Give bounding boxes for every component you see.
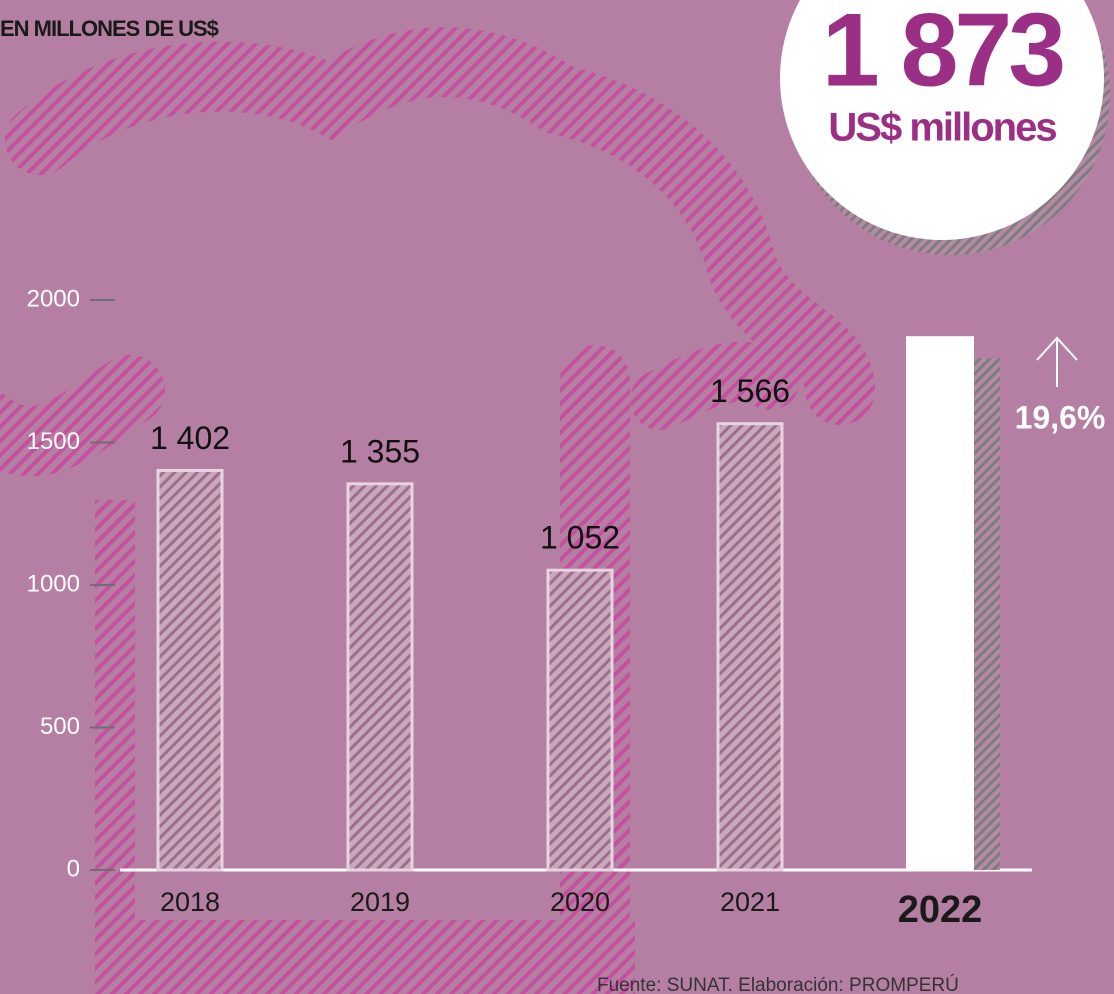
value-label: 1 052 <box>540 520 620 556</box>
y-tick-label: 500 <box>40 713 80 740</box>
bar-shadow <box>972 358 1000 870</box>
x-tick-label: 2019 <box>350 887 410 917</box>
x-tick-label: 2018 <box>160 887 220 917</box>
x-tick-label: 2020 <box>550 887 610 917</box>
bar <box>906 336 974 870</box>
value-label: 1 355 <box>340 433 420 469</box>
bar <box>346 482 414 872</box>
bar <box>716 422 784 872</box>
x-tick-label: 2022 <box>898 889 983 931</box>
y-tick-label: 1000 <box>27 570 80 597</box>
value-label: 1 566 <box>710 373 790 409</box>
arrow <box>1036 336 1078 361</box>
bar <box>546 568 614 872</box>
annotation: 19,6% <box>1015 399 1106 435</box>
bar <box>156 468 224 872</box>
decoration <box>0 27 875 994</box>
highlight-value: 1 873 <box>822 0 1063 108</box>
y-tick-label: 2000 <box>27 285 80 312</box>
chart-title: EN MILLONES DE US$ <box>0 16 219 41</box>
highlight-circle <box>780 0 1104 240</box>
source: Fuente: SUNAT. Elaboración: PROMPERÚ <box>597 974 959 994</box>
unit-label: US$ millones <box>828 106 1056 150</box>
y-tick-label: 0 <box>67 855 80 882</box>
value-label: 1 402 <box>150 420 230 456</box>
y-tick-label: 1500 <box>27 428 80 455</box>
x-tick-label: 2021 <box>720 887 780 917</box>
